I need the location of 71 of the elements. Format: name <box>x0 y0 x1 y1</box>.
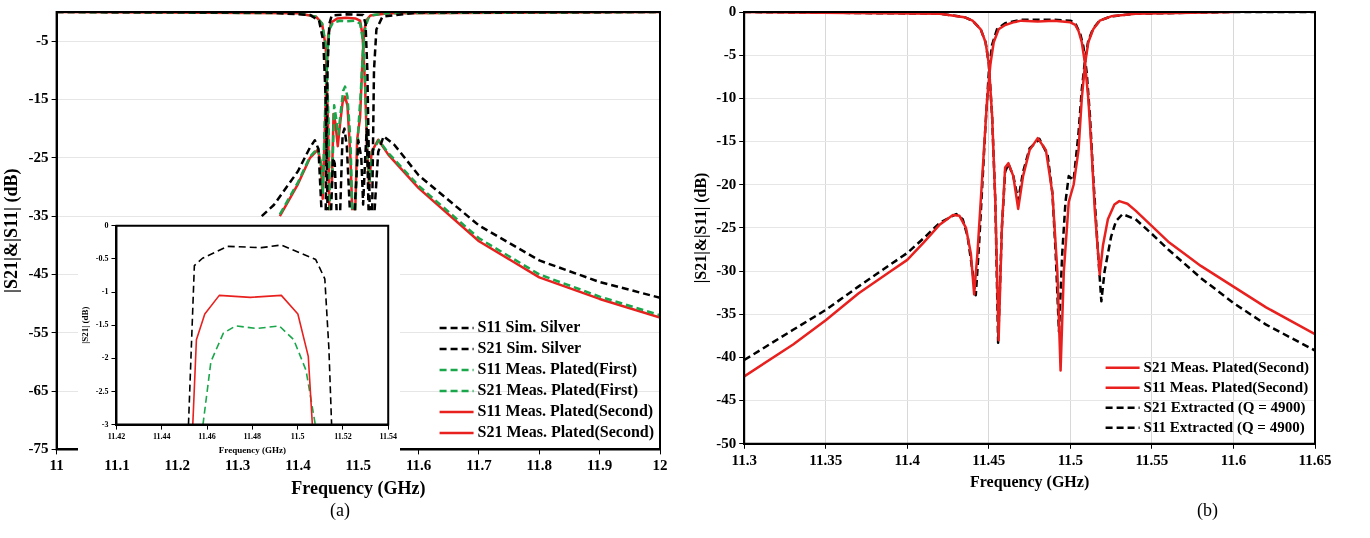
y-axis-title: |S21|&|S11| (dB) <box>691 172 710 284</box>
x-tick-label: 11.45 <box>972 451 1006 468</box>
x-tick-label: 11.65 <box>1298 451 1332 468</box>
legend-label: S21 Extracted (Q = 4900) <box>1143 398 1306 416</box>
y-tick-label: -55 <box>28 323 49 340</box>
x-tick-label: 11.35 <box>809 451 843 468</box>
legend-label: S11 Sim. Silver <box>477 318 581 336</box>
x-tick-label: 11.55 <box>1135 451 1169 468</box>
x-tick-label: 11.8 <box>526 457 553 474</box>
x-tick-label: 11.7 <box>466 457 493 474</box>
y-tick-label: -3 <box>101 419 109 429</box>
y-tick-label: -35 <box>716 305 737 322</box>
y-tick-label: -40 <box>716 348 737 365</box>
x-tick-label: 11.9 <box>586 457 613 474</box>
x-tick-label: 11.6 <box>405 457 432 474</box>
x-tick-label: 11.2 <box>164 457 190 474</box>
x-axis-title: Frequency (GHz) <box>218 444 286 455</box>
y-tick-label: -75 <box>28 440 49 457</box>
y-tick-label: -2 <box>101 353 109 363</box>
x-tick-label: 11.1 <box>104 457 130 474</box>
x-tick-label: 11 <box>49 457 64 474</box>
x-tick-label: 11.6 <box>1220 451 1247 468</box>
y-tick-label: -35 <box>28 206 49 223</box>
y-tick-label: -0.5 <box>95 254 109 263</box>
y-tick-label: -1 <box>101 287 109 297</box>
x-tick-label: 11.4 <box>285 457 312 474</box>
legend-label: S11 Extracted (Q = 4900) <box>1143 418 1305 436</box>
x-axis-title: Frequency (GHz) <box>969 472 1090 491</box>
legend-label: S11 Meas. Plated(First) <box>477 360 638 379</box>
x-tick-label: 11.48 <box>243 432 262 442</box>
text: (a) <box>330 500 350 521</box>
y-tick-label: -20 <box>716 175 737 192</box>
x-tick-label: 11.54 <box>379 432 397 442</box>
y-tick-label: -45 <box>28 265 49 282</box>
x-tick-label: 11.42 <box>107 432 126 442</box>
y-tick-label: -2.5 <box>95 386 109 396</box>
y-tick-label: -30 <box>716 261 737 278</box>
y-tick-label: -15 <box>28 90 49 107</box>
y-tick-label: -50 <box>716 434 737 451</box>
y-tick-label: 0 <box>728 2 737 19</box>
y-tick-label: 0 <box>104 220 109 230</box>
line-series <box>202 325 317 425</box>
x-tick-label: 11.3 <box>731 451 757 468</box>
y-tick-label: -5 <box>36 32 49 49</box>
legend-label: S21 Meas. Plated(Second) <box>1143 358 1309 376</box>
x-tick-label: 11.5 <box>290 432 305 442</box>
x-tick-label: 11.44 <box>152 432 171 442</box>
x-tick-label: 11.52 <box>334 432 352 442</box>
legend-label: S21 Sim. Silver <box>477 339 582 357</box>
y-tick-label: -65 <box>28 381 49 398</box>
x-tick-label: 11.5 <box>345 457 372 474</box>
y-axis-title: |S21| (dB) <box>79 306 90 344</box>
y-tick-label: -5 <box>723 46 737 63</box>
text: (b) <box>1197 500 1218 521</box>
y-axis-title: |S21|&|S11| (dB) <box>1 168 23 293</box>
legend-label: S11 Meas. Plated(Second) <box>1143 378 1309 396</box>
x-axis-title: Frequency (GHz) <box>291 477 426 499</box>
y-tick-label: -10 <box>716 89 737 106</box>
x-tick-label: 11.3 <box>224 457 251 474</box>
y-tick-label: -25 <box>716 218 737 235</box>
legend-label: S11 Meas. Plated(Second) <box>477 402 654 421</box>
y-tick-label: -15 <box>716 132 737 149</box>
y-tick-label: -25 <box>28 148 49 165</box>
y-tick-label: -1.5 <box>95 320 109 330</box>
x-tick-label: 11.46 <box>198 432 216 442</box>
legend-label: S21 Meas. Plated(Second) <box>477 423 655 442</box>
x-tick-label: 12 <box>652 457 668 474</box>
legend-label: S21 Meas. Plated(First) <box>477 381 638 400</box>
x-tick-label: 11.5 <box>1057 451 1084 468</box>
y-tick-label: -45 <box>716 391 737 408</box>
x-tick-label: 11.4 <box>894 451 921 468</box>
